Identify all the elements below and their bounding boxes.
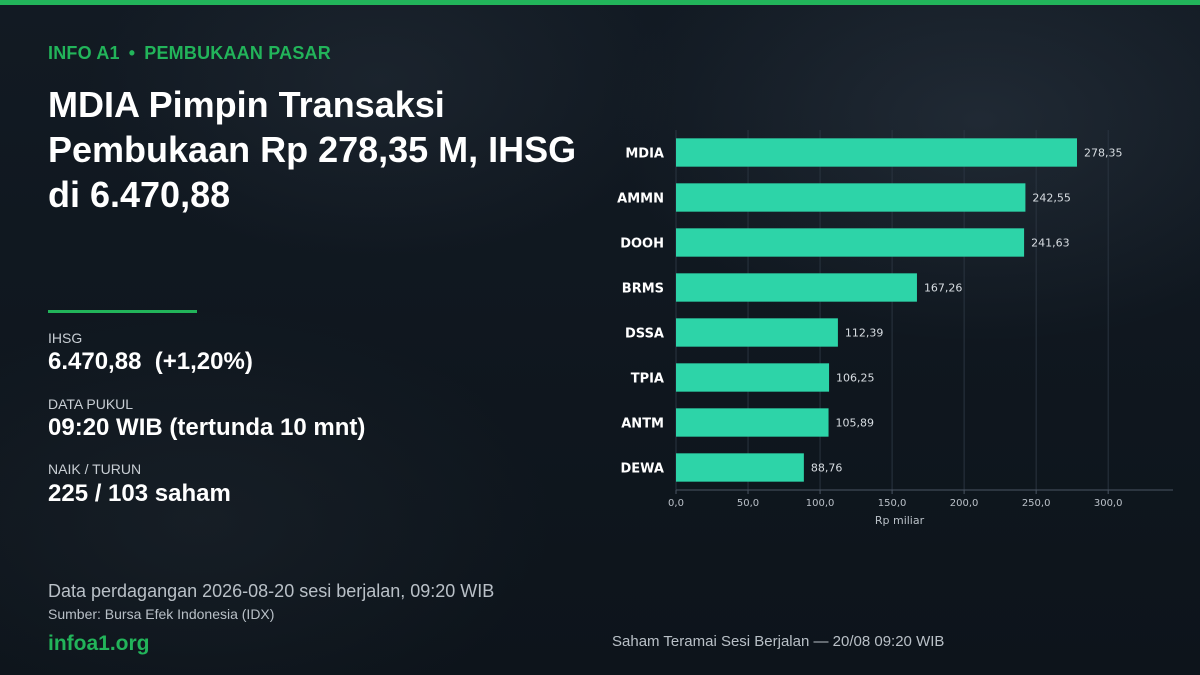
category-label: MDIA	[625, 147, 664, 162]
bar-dooh	[676, 228, 1025, 257]
x-axis-label: Rp miliar	[875, 514, 925, 527]
x-tick-label: 250,0	[1022, 498, 1051, 509]
category-label: BRMS	[622, 282, 664, 297]
section-label: PEMBUKAAN PASAR	[144, 43, 331, 63]
bar-ammn	[676, 183, 1026, 212]
value-label: 167,26	[924, 282, 963, 295]
bar-antm	[676, 408, 829, 437]
divider	[48, 310, 197, 313]
category-label: AMMN	[617, 192, 664, 207]
site-link[interactable]: infoa1.org	[48, 632, 150, 655]
category-label: ANTM	[621, 417, 664, 432]
time-label: DATA PUKUL	[48, 396, 134, 412]
x-tick-label: 150,0	[878, 498, 907, 509]
source-note: Sumber: Bursa Efek Indonesia (IDX)	[48, 606, 275, 622]
value-label: 242,55	[1032, 192, 1071, 205]
bar-dssa	[676, 318, 838, 347]
brand-label: INFO A1	[48, 43, 120, 63]
x-tick-label: 50,0	[737, 498, 759, 509]
value-label: 105,89	[836, 417, 875, 430]
category-label: DOOH	[620, 237, 664, 252]
category-label: DEWA	[621, 462, 665, 477]
trading-note: Data perdagangan 2026-08-20 sesi berjala…	[48, 581, 495, 601]
value-label: 106,25	[836, 372, 875, 385]
ihsg-label: IHSG	[48, 330, 83, 346]
time-value: 09:20 WIB (tertunda 10 mnt)	[48, 414, 366, 441]
separator-dot: •	[128, 43, 136, 63]
value-label: 241,63	[1031, 237, 1070, 250]
bar-mdia	[676, 138, 1077, 167]
breadth-value: 225 / 103 saham	[48, 480, 231, 507]
value-label: 112,39	[845, 327, 884, 340]
x-tick-label: 100,0	[806, 498, 835, 509]
bar-dewa	[676, 453, 804, 482]
chart-caption: Saham Teramai Sesi Berjalan — 20/08 09:2…	[612, 633, 945, 650]
x-tick-label: 0,0	[668, 498, 684, 509]
x-tick-label: 200,0	[950, 498, 979, 509]
breadth-label: NAIK / TURUN	[48, 461, 142, 477]
value-label: 88,76	[811, 462, 843, 475]
bar-chart: MDIA 278,35 AMMN 242,55 DOOH 241,63 BRMS 167,26…	[617, 130, 1173, 527]
category-label: TPIA	[631, 372, 664, 387]
ihsg-value: 6.470,88 (+1,20%)	[48, 348, 253, 375]
value-label: 278,35	[1084, 147, 1123, 160]
x-tick-label: 300,0	[1094, 498, 1123, 509]
bar-brms	[676, 273, 917, 302]
top-accent-bar	[0, 0, 1200, 5]
category-label: DSSA	[625, 327, 664, 342]
kicker: INFO A1 • PEMBUKAAN PASAR	[48, 43, 331, 64]
bar-tpia	[676, 363, 830, 392]
headline: MDIA Pimpin Transaksi Pembukaan Rp 278,3…	[48, 84, 577, 215]
